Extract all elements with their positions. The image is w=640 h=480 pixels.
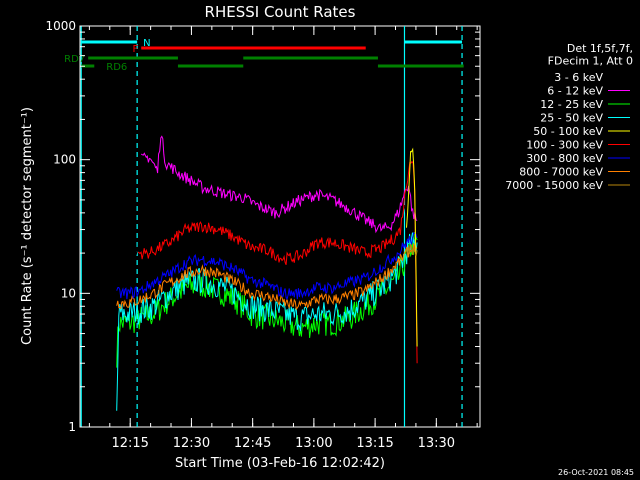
x-tick-label: 12:15 <box>111 436 148 451</box>
legend-entry-label: 300 - 800 keV <box>526 152 603 165</box>
series-line <box>140 135 418 234</box>
state-bar-label: N <box>143 38 150 49</box>
legend-entry-label: 800 - 7000 keV <box>519 166 603 179</box>
legend-entry-label: 50 - 100 keV <box>533 125 603 138</box>
series-line <box>406 147 418 347</box>
y-tick-label: 10 <box>61 286 76 300</box>
series-line <box>116 232 418 411</box>
attenuator-bars: NF RD7 RD6 <box>64 38 464 73</box>
legend-entry-label: 6 - 12 keV <box>547 85 603 98</box>
footer-timestamp: 26-Oct-2021 08:45 <box>558 468 634 477</box>
legend-entry-label: 100 - 300 keV <box>526 139 603 152</box>
x-tick-label: 12:45 <box>234 436 271 451</box>
interval-lines <box>80 26 463 427</box>
state-bar-label: RD6 <box>106 62 127 73</box>
x-axis-ticks: 12:15 12:30 12:45 13:00 13:15 13:30 <box>88 26 478 451</box>
legend-entry-label: 25 - 50 keV <box>540 112 603 125</box>
legend-entry-label: 3 - 6 keV <box>554 71 603 84</box>
x-tick-label: 12:30 <box>173 436 210 451</box>
series-lines <box>116 135 418 411</box>
chart-title: RHESSI Count Rates <box>205 3 356 21</box>
y-axis-label: Count Rate (s⁻¹ detector segment⁻¹) <box>20 107 35 345</box>
series-line <box>116 232 418 301</box>
legend-header: FDecim 1, Att 0 <box>548 55 633 68</box>
legend-entry-label: 12 - 25 keV <box>540 98 603 111</box>
x-tick-label: 13:30 <box>418 436 455 451</box>
plot-frame <box>79 25 481 428</box>
y-tick-label: 1000 <box>45 19 76 33</box>
legend-entry-label: 7000 - 15000 keV <box>505 179 603 192</box>
x-tick-label: 13:00 <box>295 436 332 451</box>
x-tick-label: 13:15 <box>356 436 393 451</box>
y-tick-label: 1 <box>68 420 76 434</box>
y-tick-label: 100 <box>53 153 76 167</box>
series-line <box>406 244 418 258</box>
y-axis-ticks: 1 10 100 1000 <box>45 19 480 434</box>
series-line <box>116 148 418 279</box>
x-axis-label: Start Time (03-Feb-16 12:02:42) <box>175 456 385 471</box>
legend-header: Det 1f,5f,7f, <box>567 42 633 55</box>
series-line <box>137 160 418 364</box>
state-bar-label: F <box>132 44 138 55</box>
state-bar-label: RD7 <box>64 54 85 65</box>
series-line <box>116 243 418 311</box>
